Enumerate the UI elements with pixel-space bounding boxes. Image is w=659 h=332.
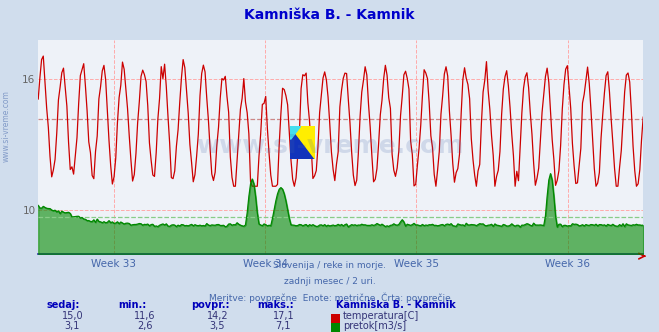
Polygon shape bbox=[290, 126, 315, 159]
Text: Slovenija / reke in morje.: Slovenija / reke in morje. bbox=[273, 261, 386, 270]
Text: 3,5: 3,5 bbox=[210, 321, 225, 331]
Text: 17,1: 17,1 bbox=[273, 311, 294, 321]
Text: www.si-vreme.com: www.si-vreme.com bbox=[196, 134, 463, 158]
Text: 14,2: 14,2 bbox=[207, 311, 228, 321]
Text: min.:: min.: bbox=[119, 300, 147, 310]
Text: temperatura[C]: temperatura[C] bbox=[343, 311, 419, 321]
Text: 11,6: 11,6 bbox=[134, 311, 156, 321]
Polygon shape bbox=[290, 126, 315, 159]
Text: Kamniška B. - Kamnik: Kamniška B. - Kamnik bbox=[244, 8, 415, 22]
Text: Meritve: povprečne  Enote: metrične  Črta: povprečje: Meritve: povprečne Enote: metrične Črta:… bbox=[209, 292, 450, 303]
Text: Kamniška B. - Kamnik: Kamniška B. - Kamnik bbox=[336, 300, 456, 310]
Text: pretok[m3/s]: pretok[m3/s] bbox=[343, 321, 406, 331]
Text: 3,1: 3,1 bbox=[65, 321, 80, 331]
Text: 2,6: 2,6 bbox=[137, 321, 153, 331]
Text: zadnji mesec / 2 uri.: zadnji mesec / 2 uri. bbox=[283, 277, 376, 286]
Polygon shape bbox=[290, 126, 300, 139]
Text: 7,1: 7,1 bbox=[275, 321, 291, 331]
Text: maks.:: maks.: bbox=[257, 300, 294, 310]
Text: sedaj:: sedaj: bbox=[46, 300, 80, 310]
Text: 15,0: 15,0 bbox=[62, 311, 83, 321]
Text: www.si-vreme.com: www.si-vreme.com bbox=[1, 90, 11, 162]
Text: povpr.:: povpr.: bbox=[191, 300, 229, 310]
